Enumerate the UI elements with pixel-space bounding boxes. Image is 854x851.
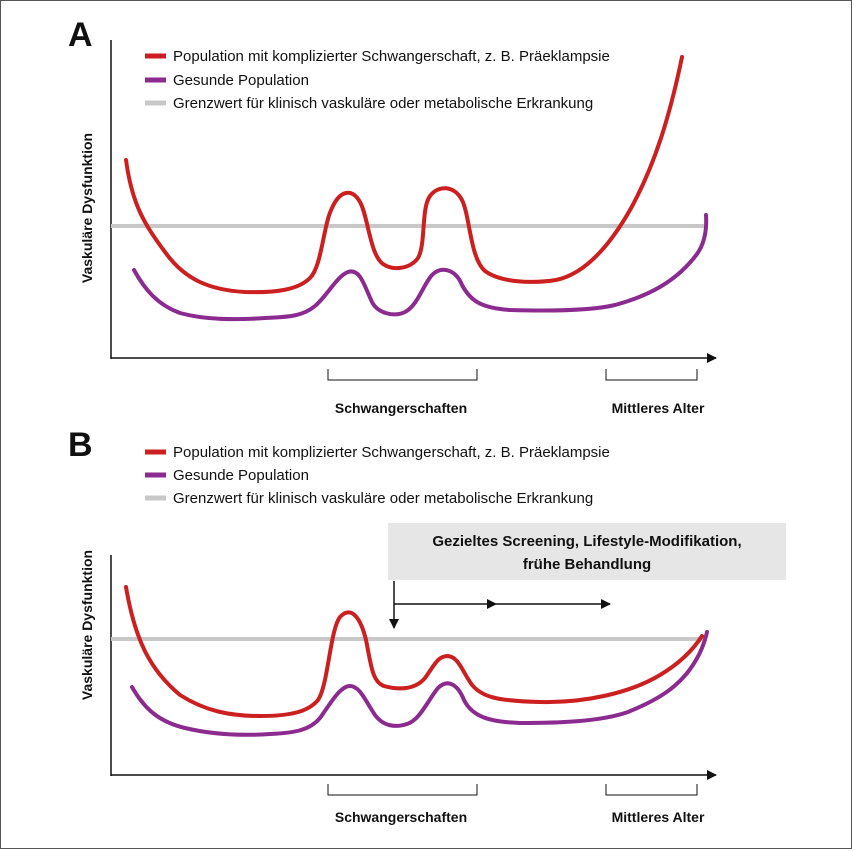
panel-b-legend: Population mit komplizierter Schwangersc… <box>145 444 610 507</box>
legend-label-complicated: Population mit komplizierter Schwangersc… <box>173 48 610 65</box>
panel-b-curve-healthy <box>130 630 709 737</box>
intervention-text-line-1: Gezieltes Screening, Lifestyle-Modifikat… <box>432 533 741 550</box>
intervention-text-line-2: frühe Behandlung <box>523 556 651 573</box>
legend-label-healthy: Gesunde Population <box>173 72 309 89</box>
legend-label-healthy: Gesunde Population <box>173 467 309 484</box>
panel-a-bracket-label-middle-age: Mittleres Alter <box>612 400 705 416</box>
panel-a-letter: A <box>68 16 93 54</box>
intervention-box <box>388 523 786 580</box>
panel-b-bracket-middle-age <box>605 784 698 796</box>
panel-a-bracket-middle-age <box>605 369 698 381</box>
panel-b-bracket-label-pregnancies: Schwangerschaften <box>335 809 467 825</box>
panel-a-curve-healthy <box>132 213 709 322</box>
panel-b-y-axis-label: Vaskuläre Dysfunktion <box>79 550 95 700</box>
panel-a: A Population mit komplizierter Schwanger… <box>68 16 717 416</box>
panel-a-legend: Population mit komplizierter Schwangersc… <box>145 48 610 112</box>
panel-a-y-axis-label: Vaskuläre Dysfunktion <box>79 133 95 283</box>
panel-b-curve-complicated <box>124 585 704 718</box>
panel-a-curve-complicated <box>124 55 684 295</box>
panel-b-bracket-label-middle-age: Mittleres Alter <box>612 809 705 825</box>
panel-b-letter: B <box>68 426 93 464</box>
panel-b: B Population mit komplizierter Schwanger… <box>68 426 786 825</box>
legend-label-threshold: Grenzwert für klinisch vaskuläre oder me… <box>173 95 593 112</box>
panel-a-bracket-pregnancies <box>327 369 478 381</box>
panel-b-bracket-pregnancies <box>327 784 478 796</box>
legend-label-complicated: Population mit komplizierter Schwangersc… <box>173 444 610 461</box>
legend-label-threshold: Grenzwert für klinisch vaskuläre oder me… <box>173 490 593 507</box>
panel-a-bracket-label-pregnancies: Schwangerschaften <box>335 400 467 416</box>
